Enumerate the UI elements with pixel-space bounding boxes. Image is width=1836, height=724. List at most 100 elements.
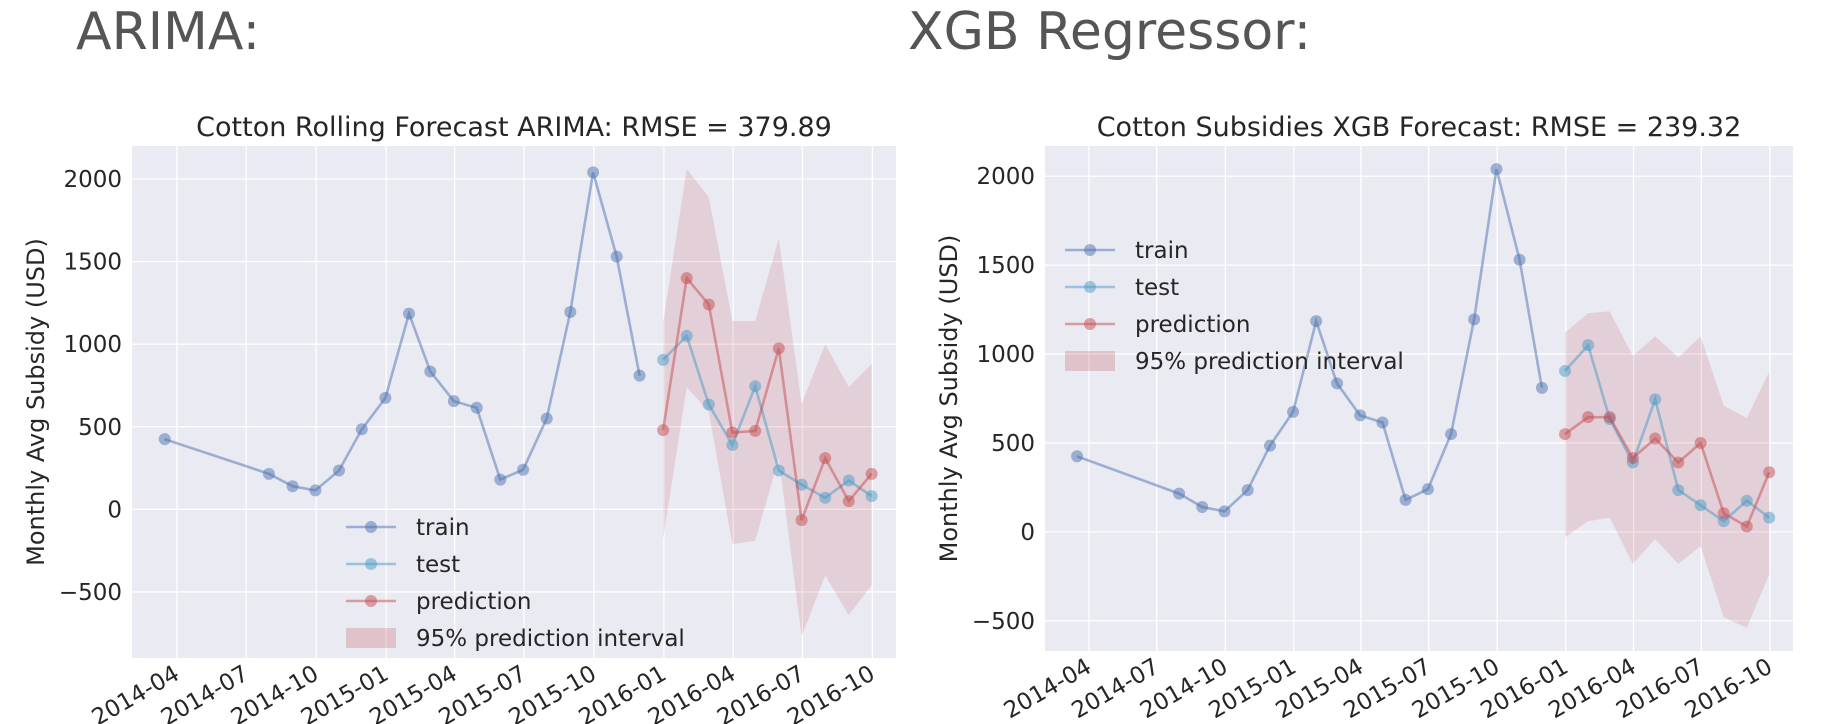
chart0-train-point-7 bbox=[402, 307, 415, 320]
chart1-train-point-11 bbox=[1399, 493, 1412, 506]
chart0-interval-band bbox=[663, 169, 872, 637]
chart0-prediction-line bbox=[661, 275, 873, 521]
chart1-prediction-point-5 bbox=[1672, 456, 1685, 469]
chart-xgb: −50005001000150020002014-042014-072014-1… bbox=[935, 112, 1793, 724]
chart1-legend-label-1: test bbox=[1135, 275, 1179, 301]
chart1-train-point-17 bbox=[1535, 381, 1548, 394]
chart0-train-point-3 bbox=[309, 484, 322, 497]
chart1-ytick-label-1: 0 bbox=[1020, 520, 1035, 546]
chart0-legend-marker-0 bbox=[365, 521, 377, 533]
chart1-legend-label-2: prediction bbox=[1135, 312, 1250, 338]
chart0-test-line bbox=[662, 333, 873, 500]
chart1-train-point-6 bbox=[1287, 405, 1300, 418]
chart0-train-point-15 bbox=[587, 166, 600, 179]
chart1-train-point-2 bbox=[1196, 500, 1209, 513]
chart0-train-point-2 bbox=[286, 480, 299, 493]
chart1-train-point-13 bbox=[1445, 428, 1458, 441]
chart1-ylabel: Monthly Avg Subsidy (USD) bbox=[935, 235, 963, 563]
chart0-train-point-10 bbox=[470, 401, 483, 414]
chart1-train-point-15 bbox=[1490, 163, 1503, 176]
chart0-test-point-8 bbox=[842, 474, 855, 487]
chart1-legend-marker-2 bbox=[1084, 318, 1096, 330]
chart0-legend-label-2: prediction bbox=[416, 589, 531, 615]
chart1-train-point-14 bbox=[1468, 313, 1481, 326]
chart0-test-point-9 bbox=[865, 490, 878, 503]
chart0-test-point-4 bbox=[749, 380, 762, 393]
chart1-test-point-9 bbox=[1763, 511, 1776, 524]
chart0-train-point-5 bbox=[355, 423, 368, 436]
chart0-train-point-13 bbox=[540, 412, 553, 425]
chart1-prediction-point-0 bbox=[1559, 428, 1572, 441]
heading-arima: ARIMA: bbox=[76, 2, 261, 62]
chart0-train-point-17 bbox=[633, 369, 646, 382]
chart-arima: −50005001000150020002014-042014-072014-1… bbox=[22, 112, 896, 724]
chart1-test-point-6 bbox=[1694, 499, 1707, 512]
chart1-test-point-5 bbox=[1672, 484, 1685, 497]
chart0-train-point-8 bbox=[424, 365, 437, 378]
chart0-test-point-2 bbox=[702, 398, 715, 411]
chart0-train-point-16 bbox=[610, 250, 623, 263]
chart0-train-point-1 bbox=[262, 467, 275, 480]
chart0-train-point-0 bbox=[158, 433, 171, 446]
chart0-train-point-6 bbox=[379, 391, 392, 404]
chart1-legend-swatch-3 bbox=[1065, 351, 1115, 371]
chart1-train-point-9 bbox=[1354, 409, 1367, 422]
chart1-train-point-4 bbox=[1241, 484, 1254, 497]
chart0-prediction-point-0 bbox=[657, 424, 670, 437]
chart1-train-point-7 bbox=[1310, 315, 1323, 328]
chart1-legend-marker-1 bbox=[1084, 281, 1096, 293]
chart0-legend-swatch-3 bbox=[346, 628, 396, 648]
chart1-train-point-16 bbox=[1513, 253, 1526, 266]
chart0-ytick-label-0: −500 bbox=[59, 580, 122, 606]
chart0-title: Cotton Rolling Forecast ARIMA: RMSE = 37… bbox=[196, 112, 832, 143]
chart0-ytick-label-1: 0 bbox=[107, 497, 122, 523]
chart1-prediction-line bbox=[1564, 415, 1771, 529]
chart1-train-point-1 bbox=[1173, 487, 1186, 500]
chart1-ytick-label-5: 2000 bbox=[976, 164, 1035, 190]
chart0-test-point-0 bbox=[657, 353, 670, 366]
chart0-legend-label-1: test bbox=[416, 552, 460, 578]
chart0-train-point-4 bbox=[332, 464, 345, 477]
chart1-prediction-point-7 bbox=[1717, 507, 1730, 520]
chart1-ytick-label-3: 1000 bbox=[976, 342, 1035, 368]
chart1-train-point-5 bbox=[1263, 439, 1276, 452]
chart1-ytick-label-2: 500 bbox=[991, 431, 1035, 457]
chart1-prediction-point-6 bbox=[1694, 436, 1707, 449]
chart0-test-point-3 bbox=[726, 438, 739, 451]
chart1-interval-band bbox=[1565, 311, 1770, 628]
chart0-prediction-point-6 bbox=[795, 514, 808, 527]
chart0-prediction-point-3 bbox=[726, 426, 739, 439]
chart0-legend-marker-2 bbox=[365, 595, 377, 607]
chart1-title: Cotton Subsidies XGB Forecast: RMSE = 23… bbox=[1097, 112, 1742, 143]
chart1-test-point-0 bbox=[1559, 364, 1572, 377]
chart0-legend-marker-1 bbox=[365, 558, 377, 570]
chart1-train-point-0 bbox=[1071, 450, 1084, 463]
chart1-test-point-4 bbox=[1649, 393, 1662, 406]
chart0-ytick-label-3: 1000 bbox=[63, 332, 122, 358]
chart0-prediction-point-1 bbox=[680, 272, 693, 285]
chart0-prediction-point-8 bbox=[842, 495, 855, 508]
chart0-train-point-9 bbox=[447, 395, 460, 408]
chart0-train-point-11 bbox=[494, 473, 507, 486]
chart0-test-point-7 bbox=[819, 491, 832, 504]
chart1-prediction-point-9 bbox=[1763, 466, 1776, 479]
chart0-prediction-point-7 bbox=[819, 452, 832, 465]
chart1-test-line bbox=[1564, 342, 1770, 523]
chart0-prediction-point-2 bbox=[702, 298, 715, 311]
chart1-train-point-3 bbox=[1218, 505, 1231, 518]
chart1-train-point-12 bbox=[1421, 483, 1434, 496]
chart1-prediction-point-2 bbox=[1603, 411, 1616, 424]
chart0-plot-area bbox=[132, 146, 896, 658]
chart0-prediction-point-9 bbox=[865, 467, 878, 480]
chart1-prediction-point-8 bbox=[1740, 520, 1753, 533]
chart1-legend-label-0: train bbox=[1135, 238, 1189, 264]
chart1-ytick-label-4: 1500 bbox=[976, 253, 1035, 279]
chart1-train-point-10 bbox=[1376, 416, 1389, 429]
chart1-test-point-1 bbox=[1582, 339, 1595, 352]
chart1-ytick-label-0: −500 bbox=[972, 609, 1035, 635]
chart1-legend-label-3: 95% prediction interval bbox=[1135, 349, 1404, 375]
chart1-legend-marker-0 bbox=[1084, 244, 1096, 256]
chart0-legend-label-3: 95% prediction interval bbox=[416, 626, 685, 652]
chart1-prediction-point-1 bbox=[1582, 411, 1595, 424]
chart1-prediction-point-3 bbox=[1626, 452, 1639, 465]
